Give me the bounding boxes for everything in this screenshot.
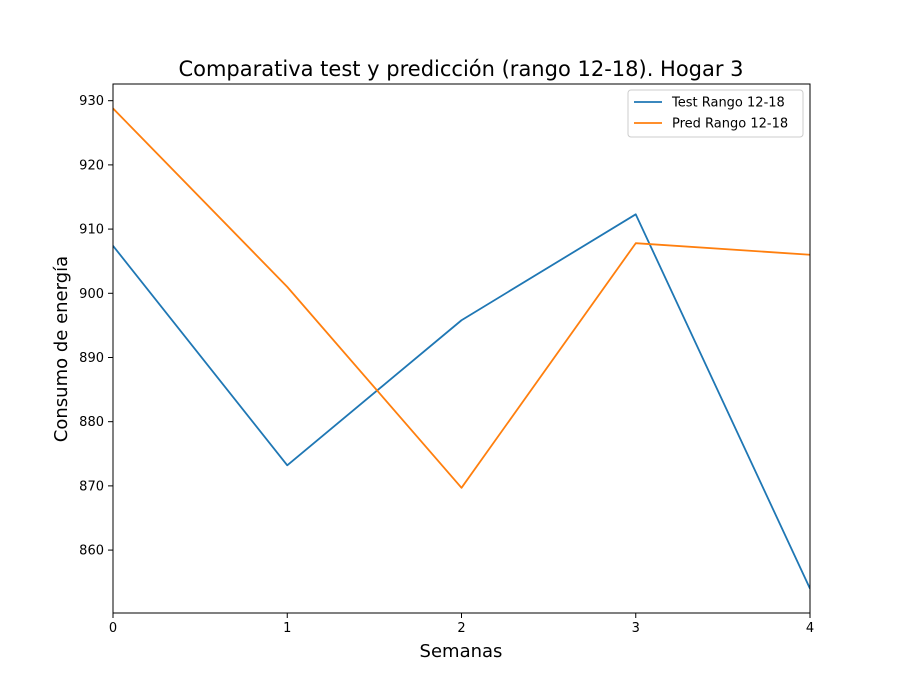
y-tick-label: 920 <box>79 158 104 173</box>
x-axis-label: Semanas <box>420 641 503 662</box>
x-tick-label: 0 <box>109 621 117 636</box>
y-tick-label: 900 <box>79 287 104 302</box>
series-layer <box>113 107 810 589</box>
y-axis-label: Consumo de energía <box>51 256 72 442</box>
legend-label-1: Test Rango 12-18 <box>671 96 785 111</box>
y-tick-label: 930 <box>79 94 104 109</box>
x-tick-label: 2 <box>457 621 465 636</box>
y-tick-label: 860 <box>79 544 104 559</box>
y-tick-label: 880 <box>79 415 104 430</box>
y-axis-ticks: 860 870 880 890 900 910 920 930 <box>79 94 113 559</box>
legend-box <box>627 89 804 138</box>
y-tick-label: 890 <box>79 351 104 366</box>
series-line-2 <box>113 107 810 489</box>
x-tick-label: 4 <box>806 621 814 636</box>
plot-frame <box>112 83 811 614</box>
x-tick-label: 3 <box>632 621 640 636</box>
legend-label-2: Pred Rango 12-18 <box>672 117 788 132</box>
series-line-1 <box>113 213 810 589</box>
x-axis-ticks: 0 1 2 3 4 <box>109 613 814 636</box>
x-tick-label: 1 <box>283 621 291 636</box>
y-tick-label: 870 <box>79 479 104 494</box>
chart-title: Comparativa test y predicción (rango 12-… <box>178 57 743 81</box>
y-tick-label: 910 <box>79 223 104 238</box>
legend: Test Rango 12-18 Pred Rango 12-18 <box>627 89 804 138</box>
